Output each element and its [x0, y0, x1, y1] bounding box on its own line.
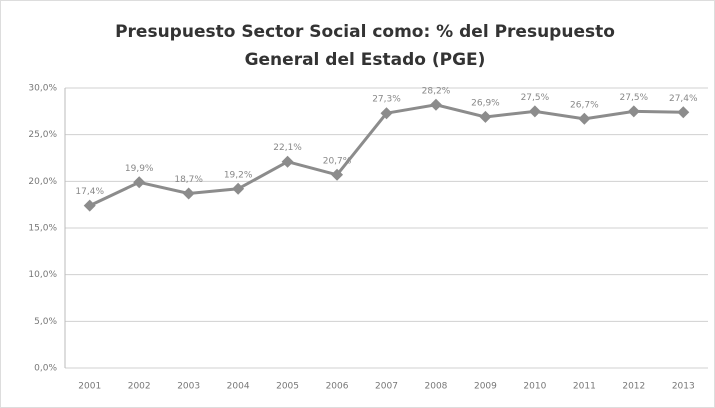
x-tick-label: 2007 — [375, 382, 398, 392]
data-label: 28,2% — [422, 86, 451, 96]
data-label: 27,4% — [669, 94, 698, 104]
marker — [232, 182, 245, 195]
x-tick-label: 2005 — [276, 382, 299, 392]
marker — [380, 107, 393, 120]
x-tick-label: 2010 — [523, 382, 546, 392]
data-label: 26,9% — [471, 98, 500, 108]
marker — [281, 155, 294, 168]
marker — [133, 176, 146, 189]
x-tick-label: 2013 — [672, 382, 695, 392]
data-label: 27,5% — [620, 93, 649, 103]
data-label: 27,5% — [521, 93, 550, 103]
marker — [429, 98, 442, 111]
data-label: 18,7% — [174, 175, 203, 185]
marker — [479, 110, 492, 123]
y-tick-label: 5,0% — [34, 317, 57, 327]
marker — [578, 112, 591, 125]
marker — [182, 187, 195, 200]
data-label: 19,2% — [224, 170, 253, 180]
x-tick-label: 2009 — [474, 382, 497, 392]
x-tick-label: 2002 — [128, 382, 151, 392]
data-label: 22,1% — [273, 143, 302, 153]
marker — [331, 168, 344, 181]
data-label: 27,3% — [372, 95, 401, 105]
y-tick-label: 20,0% — [28, 177, 57, 187]
data-label: 17,4% — [75, 187, 104, 197]
y-tick-label: 15,0% — [28, 224, 57, 234]
data-label: 20,7% — [323, 156, 352, 166]
marker — [528, 105, 541, 118]
x-tick-label: 2008 — [425, 382, 448, 392]
data-label: 19,9% — [125, 164, 154, 174]
x-tick-label: 2012 — [622, 382, 645, 392]
x-tick-label: 2006 — [326, 382, 349, 392]
y-tick-label: 30,0% — [28, 84, 57, 94]
x-tick-label: 2001 — [78, 382, 101, 392]
marker — [627, 105, 640, 118]
y-tick-label: 0,0% — [34, 364, 57, 374]
marker — [677, 106, 690, 119]
x-tick-label: 2011 — [573, 382, 596, 392]
y-tick-label: 25,0% — [28, 130, 57, 140]
data-label: 26,7% — [570, 100, 599, 110]
chart-title: General del Estado (PGE) — [245, 50, 486, 70]
chart-title: Presupuesto Sector Social como: % del Pr… — [115, 22, 615, 42]
marker — [83, 199, 96, 212]
x-tick-label: 2004 — [227, 382, 250, 392]
y-tick-label: 10,0% — [28, 270, 57, 280]
x-tick-label: 2003 — [177, 382, 200, 392]
